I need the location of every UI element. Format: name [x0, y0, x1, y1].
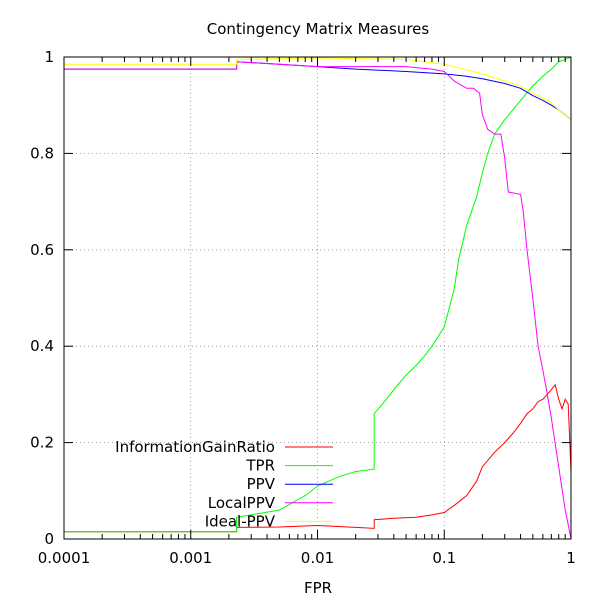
legend-label: InformationGainRatio	[115, 438, 275, 456]
y-tick-label: 0.8	[30, 144, 54, 162]
legend-label: Ideal-PPV	[205, 512, 276, 530]
chart-title: Contingency Matrix Measures	[207, 20, 430, 38]
x-tick-label: 0.001	[169, 549, 212, 567]
grid-layer	[64, 57, 571, 539]
x-axis-label: FPR	[304, 579, 332, 597]
x-tick-label: 0.1	[432, 549, 456, 567]
legend-label: PPV	[247, 475, 276, 493]
series-line-ideal-ppv	[64, 57, 572, 121]
x-tick-label: 0.0001	[38, 549, 91, 567]
legend-label: LocalPPV	[208, 494, 276, 512]
legend-label: TPR	[245, 457, 275, 475]
series-line-informationgainratio	[64, 383, 572, 533]
series-line-localppv	[64, 61, 572, 540]
x-tick-label: 0.01	[301, 549, 334, 567]
y-tick-label: 0	[44, 530, 54, 548]
x-tick-label: 1	[566, 549, 576, 567]
y-tick-label: 1	[44, 48, 54, 66]
series-line-ppv	[64, 61, 572, 121]
plot-frame	[63, 56, 572, 540]
y-tick-label: 0.6	[30, 241, 54, 259]
axes-layer: 0.0001 0.001 0.01 0.1 1 0 0.2 0.4 0.6 0.8 1	[30, 48, 576, 567]
y-tick-label: 0.4	[30, 337, 54, 355]
y-tick-label: 0.2	[30, 434, 54, 452]
series-line-tpr	[64, 56, 572, 533]
legend: InformationGainRatioTPRPPVLocalPPVIdeal-…	[115, 438, 333, 530]
